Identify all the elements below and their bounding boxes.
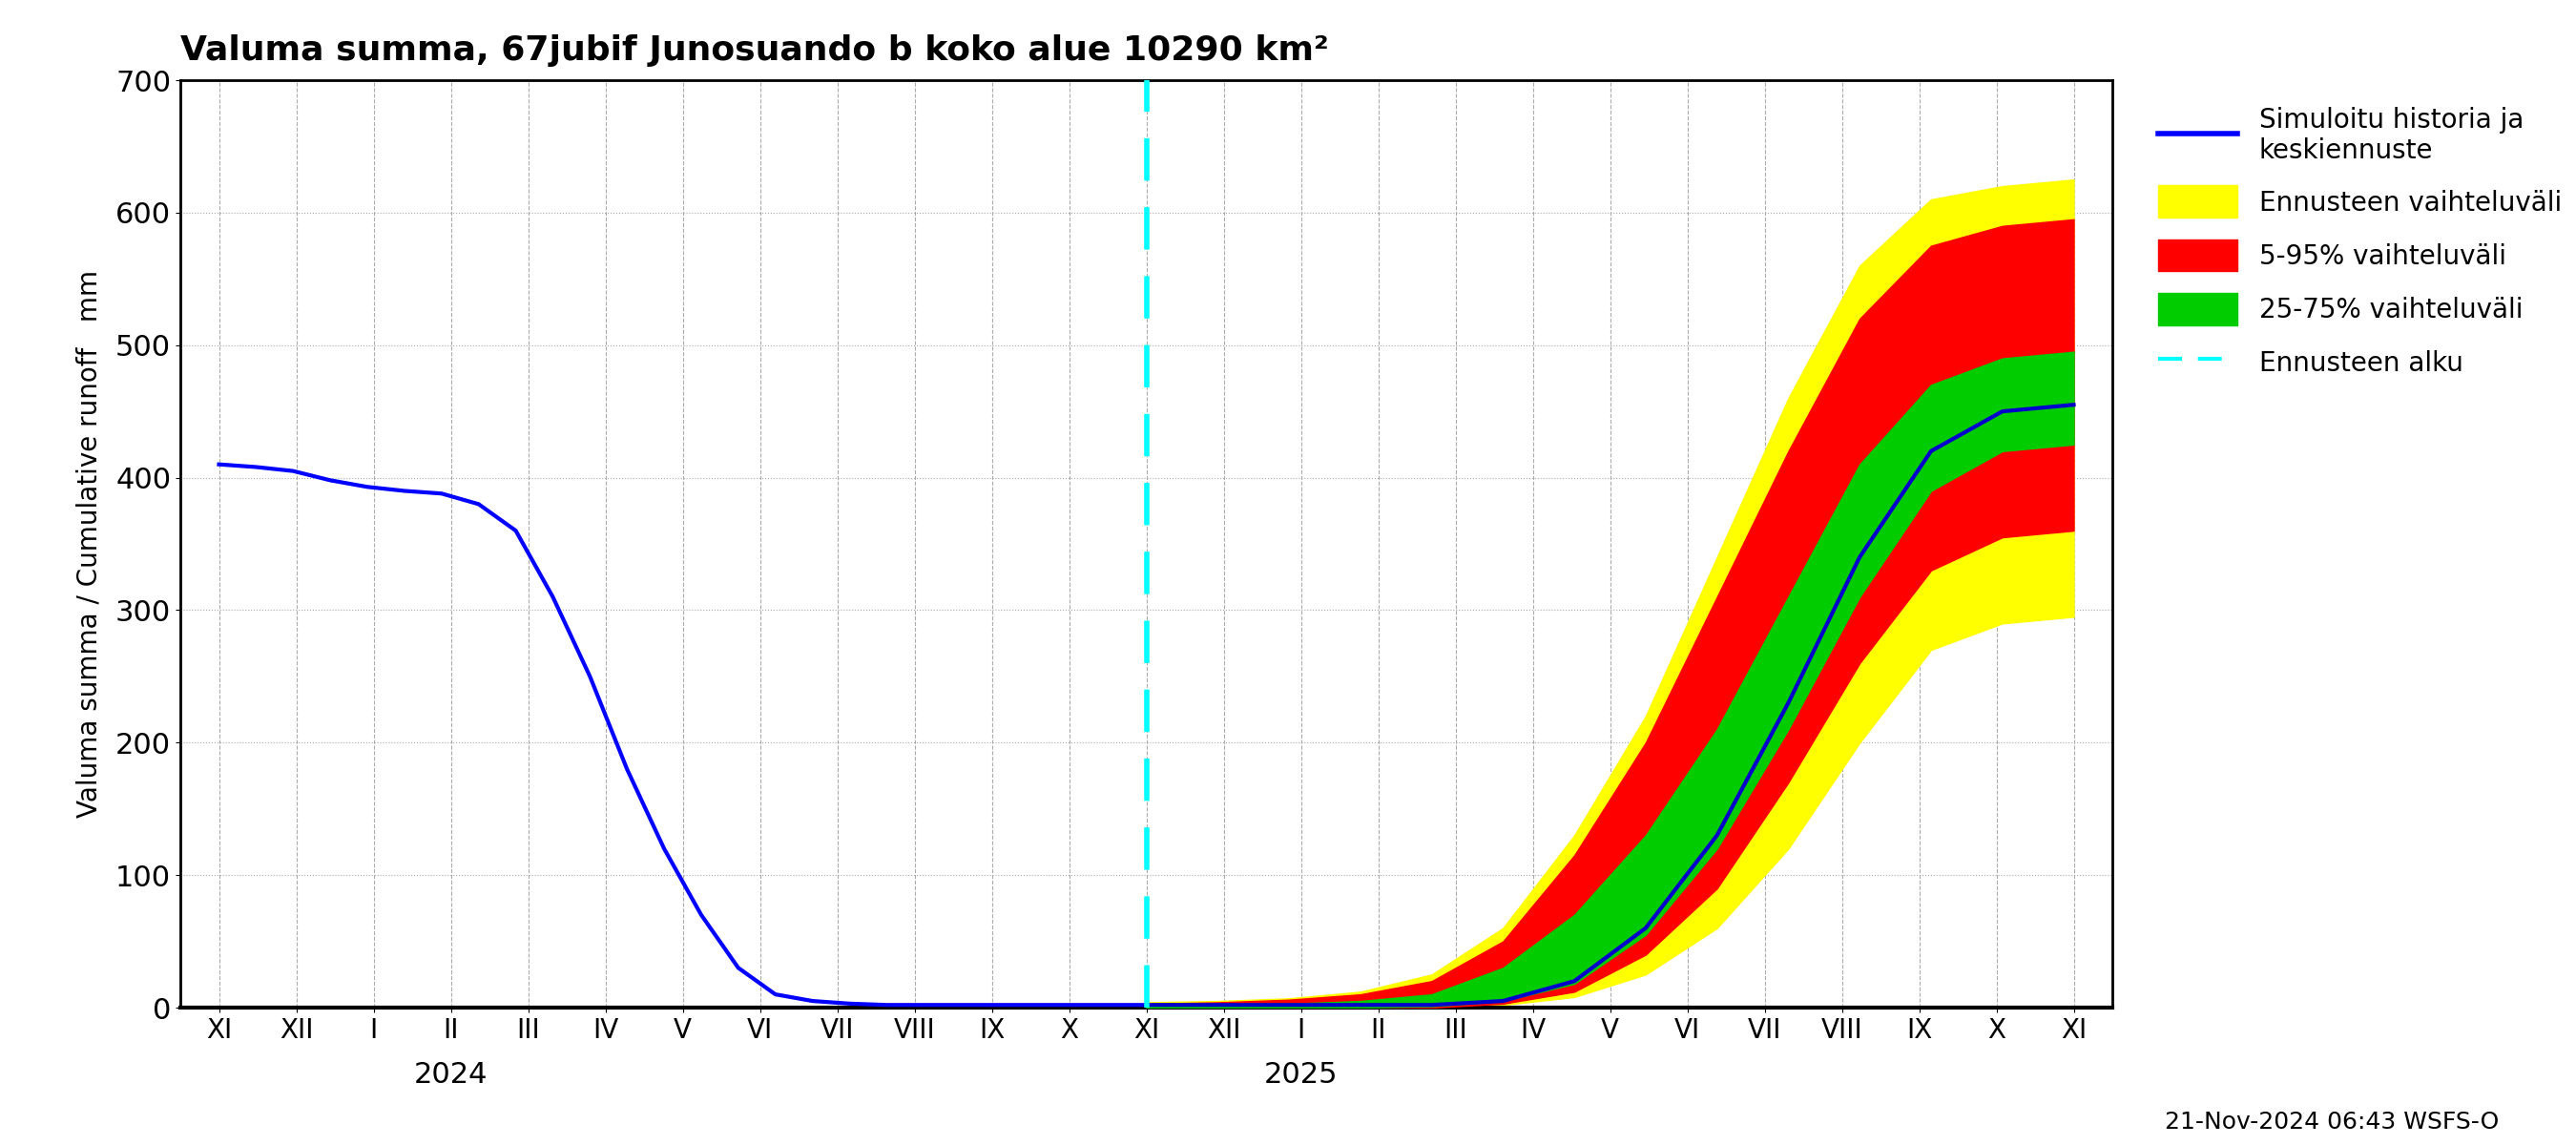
Text: 2025: 2025	[1265, 1060, 1337, 1088]
Y-axis label: Valuma summa / Cumulative runoff   mm: Valuma summa / Cumulative runoff mm	[75, 270, 103, 818]
Text: 2024: 2024	[415, 1060, 487, 1088]
Text: 21-Nov-2024 06:43 WSFS-O: 21-Nov-2024 06:43 WSFS-O	[2164, 1111, 2499, 1134]
Text: Valuma summa, 67jubif Junosuando b koko alue 10290 km²: Valuma summa, 67jubif Junosuando b koko …	[180, 34, 1329, 66]
Legend: Simuloitu historia ja
keskiennuste, Ennusteen vaihteluväli, 5-95% vaihteluväli, : Simuloitu historia ja keskiennuste, Ennu…	[2146, 94, 2576, 392]
